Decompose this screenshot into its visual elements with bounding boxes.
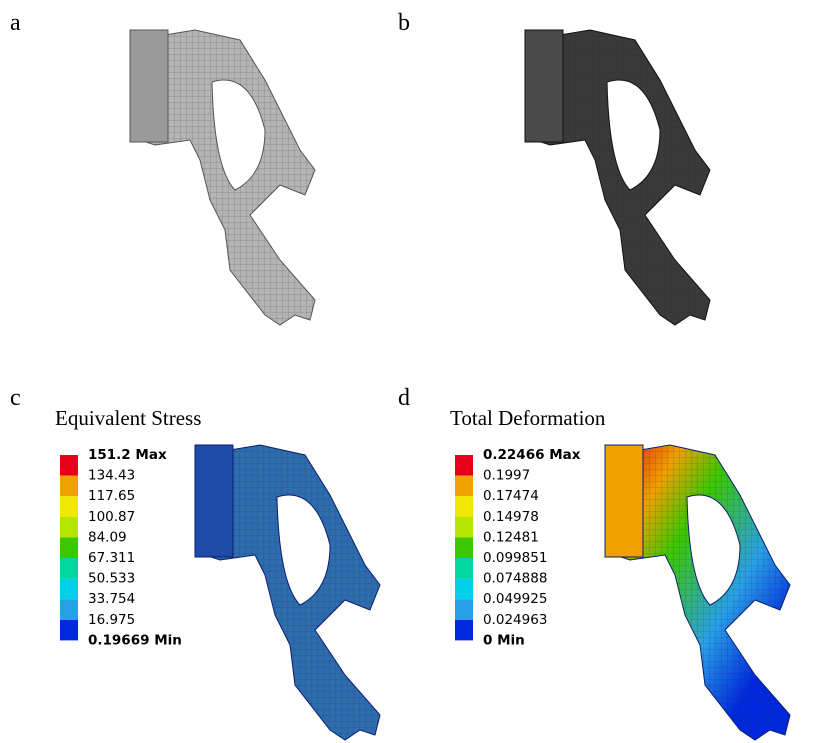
legend-label: 67.311: [88, 550, 135, 566]
panel-label: c: [10, 385, 21, 411]
legend-swatch: [60, 558, 78, 579]
legend-label: 0 Min: [483, 632, 525, 648]
panel-label: a: [10, 10, 21, 36]
contour-title: Total Deformation: [450, 406, 606, 430]
legend-label: 0.14978: [483, 509, 539, 525]
figure: a b c Equivalent Stress d Total Deformat…: [0, 0, 821, 743]
legend-label: 134.43: [88, 468, 135, 484]
legend-swatch: [60, 579, 78, 600]
legend-swatch: [455, 579, 473, 600]
legend-label: 151.2 Max: [88, 447, 167, 463]
legend-label: 16.975: [88, 612, 135, 628]
legend-swatch: [60, 496, 78, 517]
legend-swatch: [60, 476, 78, 497]
legend-label: 100.87: [88, 509, 135, 525]
legend-label: 0.12481: [483, 529, 539, 545]
deformation-contour: [605, 445, 790, 740]
legend-swatch: [60, 455, 78, 476]
legend-swatch: [455, 537, 473, 558]
legend-label: 0.1997: [483, 468, 530, 484]
legend-swatch: [455, 517, 473, 538]
panel-label: b: [398, 10, 410, 36]
legend-label: 33.754: [88, 591, 135, 607]
legend-swatch: [455, 455, 473, 476]
legend-swatch: [60, 599, 78, 620]
legend-swatch: [455, 599, 473, 620]
legend-label: 117.65: [88, 488, 135, 504]
mesh-model: [525, 30, 710, 325]
legend-label: 0.099851: [483, 550, 547, 566]
legend-swatch: [455, 620, 473, 641]
legend-label: 0.22466 Max: [483, 447, 581, 463]
legend-swatch: [455, 496, 473, 517]
legend-swatch: [60, 620, 78, 641]
contour-title: Equivalent Stress: [55, 406, 201, 430]
legend-label: 84.09: [88, 529, 127, 545]
mesh-model: [130, 30, 315, 325]
legend-swatch: [60, 537, 78, 558]
legend-swatch: [455, 558, 473, 579]
legend-label: 0.17474: [483, 488, 539, 504]
legend-label: 0.049925: [483, 591, 547, 607]
legend-swatch: [455, 476, 473, 497]
legend-label: 50.533: [88, 571, 135, 587]
legend-label: 0.024963: [483, 612, 547, 628]
legend-label: 0.19669 Min: [88, 632, 182, 648]
legend-swatch: [60, 517, 78, 538]
legend-label: 0.074888: [483, 571, 547, 587]
panel-label: d: [398, 385, 410, 411]
stress-contour: [195, 445, 380, 740]
